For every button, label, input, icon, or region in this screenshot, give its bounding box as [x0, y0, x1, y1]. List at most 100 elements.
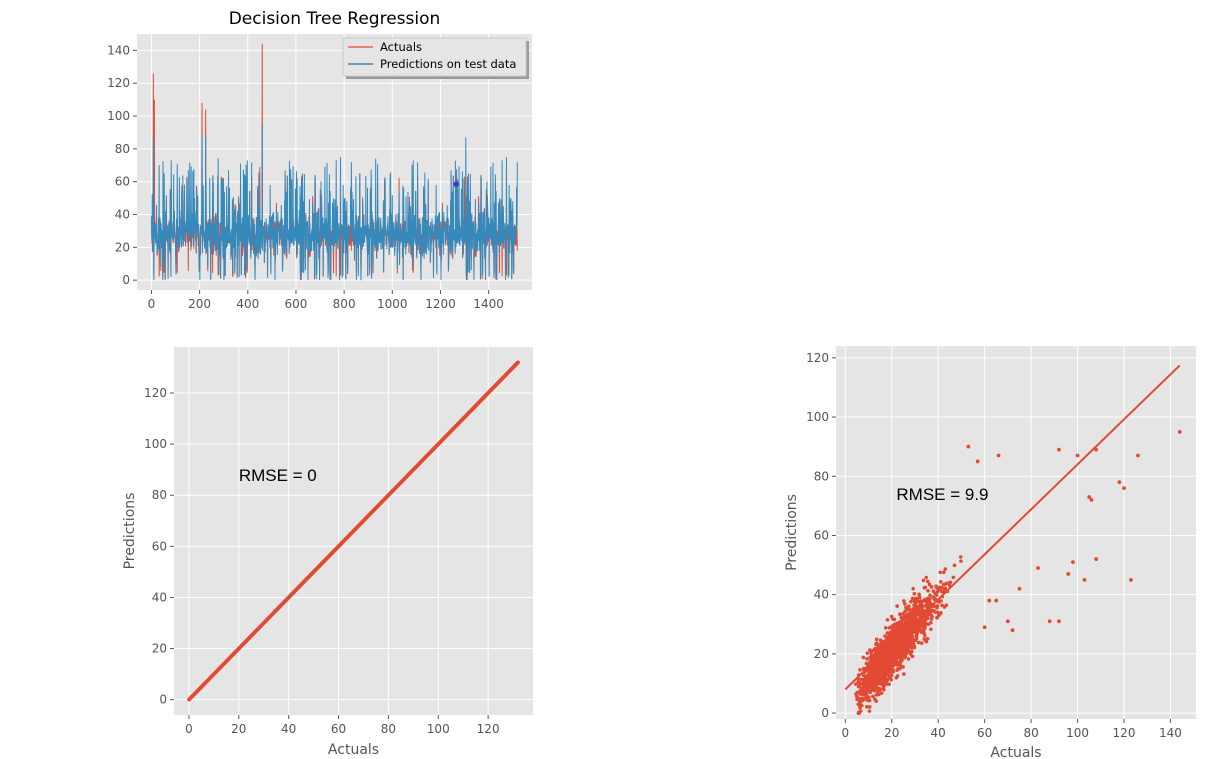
data-point: [864, 675, 869, 680]
data-point: [868, 659, 872, 664]
data-point: [1087, 495, 1092, 499]
data-point: [888, 674, 893, 679]
y-tick-label: 120: [806, 351, 829, 365]
data-point: [875, 679, 880, 683]
data-point: [938, 587, 943, 592]
data-point: [865, 657, 869, 661]
data-point: [887, 682, 891, 686]
data-point: [915, 624, 920, 628]
data-point: [935, 605, 939, 610]
data-point: [896, 666, 900, 671]
x-tick-label: 100: [427, 722, 450, 736]
data-point: [887, 663, 892, 667]
data-point: [864, 694, 869, 699]
data-point: [863, 692, 868, 696]
data-point: [897, 654, 902, 659]
data-point: [934, 584, 938, 589]
data-point: [933, 610, 937, 614]
x-tick-label: 140: [1159, 726, 1182, 740]
data-point: [872, 679, 876, 684]
data-point: [897, 647, 902, 651]
data-point: [936, 589, 940, 594]
data-point: [987, 598, 992, 603]
data-point: [925, 579, 930, 584]
data-point: [1117, 480, 1122, 485]
data-point: [912, 591, 917, 596]
data-point: [892, 654, 897, 659]
data-point: [874, 642, 878, 646]
data-point: [940, 603, 944, 608]
data-point: [871, 694, 875, 699]
y-tick-label: 120: [107, 76, 130, 90]
data-point: [876, 689, 881, 694]
x-tick-label: 1200: [425, 297, 456, 311]
data-point: [899, 625, 904, 629]
x-tick-label: 200: [188, 297, 211, 311]
y-tick-label: 80: [814, 469, 829, 483]
data-point: [911, 628, 915, 632]
data-point: [879, 643, 884, 648]
x-tick-label: 1400: [473, 297, 504, 311]
data-point: [865, 705, 869, 709]
x-tick-label: 80: [1023, 726, 1038, 740]
y-tick-label: 0: [159, 693, 167, 707]
data-point: [917, 592, 921, 597]
data-point: [859, 703, 864, 708]
data-point: [864, 687, 869, 691]
data-point: [903, 618, 907, 623]
data-point: [1075, 453, 1080, 458]
data-point: [925, 616, 930, 620]
data-point: [937, 600, 941, 604]
x-tick-label: 0: [185, 722, 193, 736]
x-tick-label: 400: [236, 297, 259, 311]
data-point: [857, 683, 862, 688]
data-point: [885, 666, 890, 671]
data-point: [874, 637, 879, 642]
data-point: [903, 602, 907, 606]
data-point: [866, 684, 870, 688]
data-point: [894, 651, 899, 656]
data-point: [958, 555, 963, 559]
data-point: [882, 687, 886, 692]
legend-label-predictions: Predictions on test data: [380, 57, 516, 71]
y-tick-label: 0: [821, 706, 829, 720]
data-point: [902, 599, 906, 603]
data-point: [1017, 586, 1022, 591]
data-point: [1036, 566, 1040, 570]
data-point: [909, 631, 914, 635]
data-point: [890, 635, 895, 640]
data-point: [939, 611, 943, 615]
data-point: [1177, 429, 1182, 434]
data-point: [878, 638, 883, 643]
x-tick-label: 1000: [377, 297, 408, 311]
data-point: [865, 651, 870, 656]
legend-label-actuals: Actuals: [380, 40, 422, 54]
data-point: [924, 639, 929, 644]
data-point: [910, 649, 914, 654]
rmse-annotation: RMSE = 9.9: [896, 485, 988, 504]
data-point: [867, 709, 872, 713]
data-point: [905, 633, 910, 638]
data-point: [905, 614, 909, 618]
data-point: [943, 587, 947, 592]
data-point: [901, 665, 905, 669]
data-point: [855, 697, 859, 702]
data-point: [911, 586, 915, 591]
data-point: [894, 644, 898, 648]
y-tick-label: 100: [107, 109, 130, 123]
y-tick-label: 20: [814, 647, 829, 661]
data-point: [906, 640, 911, 645]
time-series-chart: 0 200 400 600 800 1000 1200 1400 0 20 40 60 80 100 120…: [107, 9, 532, 311]
data-point: [996, 453, 1001, 458]
data-point: [928, 611, 932, 616]
data-point: [879, 671, 883, 676]
data-point: [944, 603, 949, 607]
data-point: [856, 702, 861, 706]
data-point: [923, 585, 928, 590]
data-point: [872, 688, 877, 693]
data-point: [857, 690, 861, 694]
data-point: [902, 655, 907, 660]
x-tick-label: 100: [1066, 726, 1089, 740]
data-point: [871, 685, 876, 690]
